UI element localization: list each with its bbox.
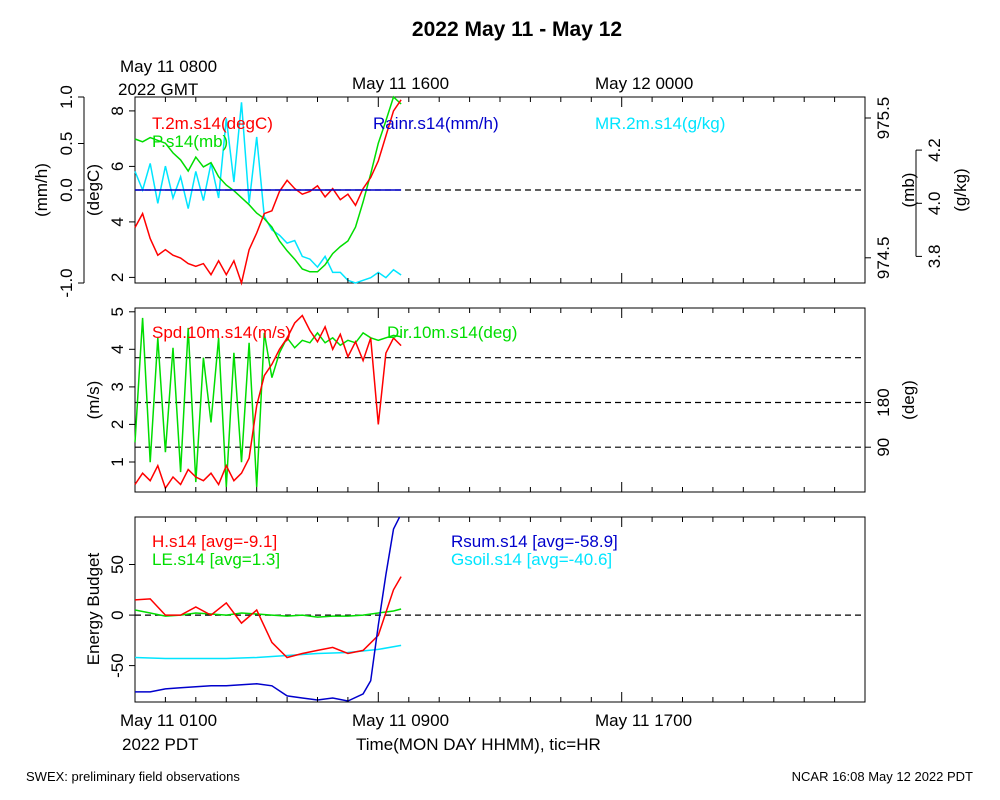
bottom-axis-tick-label-1: May 11 0900 xyxy=(352,711,449,730)
rain-axis-tick-label: 0.0 xyxy=(57,178,76,202)
pressure-line xyxy=(134,95,402,273)
top-axis-tick-label-2: May 12 0000 xyxy=(595,74,693,93)
temperature-axis-tick-label: 4 xyxy=(108,217,127,226)
legend-rain-rate: Rainr.s14(mm/h) xyxy=(373,114,499,133)
legend-pressure: P.s14(mb) xyxy=(152,132,228,151)
wind-direction-axis-tick-label: 180 xyxy=(874,388,893,416)
panel-temperature-pressure-rain-mr: -1.0 0.0 0.5 1.0 2 4 6 8 974.5 975.5 3.8 4.0 4.2 (mm/… xyxy=(32,85,970,297)
mixing-ratio-axis-tick-label: 3.8 xyxy=(925,245,944,269)
legend-wind-speed: Spd.10m.s14(m/s) xyxy=(152,323,291,342)
wind-speed-line xyxy=(134,314,402,490)
top-axis-first-tick-line1: May 11 0800 xyxy=(120,57,217,76)
x-axis-title: Time(MON DAY HHMM), tic=HR xyxy=(356,735,601,754)
temperature-axis-tick-label: 2 xyxy=(108,273,127,282)
bottom-axis-tick-label-2: May 11 1700 xyxy=(595,711,692,730)
legend-soil-heat: Gsoil.s14 [avg=-40.6] xyxy=(451,550,612,569)
wind-speed-axis-tick-label: 5 xyxy=(108,307,127,316)
energy-axis-tick-label: -50 xyxy=(108,653,127,678)
mixing-ratio-axis-label: (g/kg) xyxy=(951,168,970,211)
radiation-sum-line xyxy=(135,517,401,702)
top-time-axis: May 11 0800 2022 GMT May 11 1600 May 12 … xyxy=(118,57,693,99)
wind-speed-axis-tick-label: 1 xyxy=(108,457,127,466)
middle-reference-lines xyxy=(135,357,865,448)
pressure-axis-tick-label: 975.5 xyxy=(874,97,893,140)
rain-axis-tick-label: 0.5 xyxy=(57,132,76,156)
mixing-ratio-axis-tick-label: 4.2 xyxy=(925,138,944,162)
top-axes: -1.0 0.0 0.5 1.0 2 4 6 8 974.5 975.5 3.8 4.0 4.2 (mm/… xyxy=(32,85,970,297)
energy-axis-tick-label: 0 xyxy=(108,610,127,619)
bottom-axis-first-tick-line2: 2022 PDT xyxy=(122,735,199,754)
footer-right: NCAR 16:08 May 12 2022 PDT xyxy=(792,769,973,784)
bottom-axes: -50 0 50 Energy Budget xyxy=(84,552,135,678)
wind-speed-axis-tick-label: 3 xyxy=(108,382,127,391)
bottom-axis-first-tick-line1: May 11 0100 xyxy=(120,711,217,730)
energy-axis-tick-label: 50 xyxy=(108,555,127,574)
time-tick-marks xyxy=(164,97,836,702)
pressure-axis-label: (mb) xyxy=(899,173,918,208)
rain-axis-tick-label: -1.0 xyxy=(57,268,76,297)
rain-axis-label: (mm/h) xyxy=(32,163,51,217)
middle-series-lines xyxy=(134,314,402,490)
pressure-axis-tick-label: 974.5 xyxy=(874,237,893,280)
wind-speed-axis-tick-label: 4 xyxy=(108,345,127,354)
wind-direction-line xyxy=(134,317,402,488)
energy-axis-label: Energy Budget xyxy=(84,552,103,665)
temperature-line xyxy=(134,99,402,286)
wind-direction-axis-tick-label: 90 xyxy=(874,438,893,457)
chart-title: 2022 May 11 - May 12 xyxy=(412,18,622,41)
wind-direction-axis-label: (deg) xyxy=(899,380,918,420)
legend-sensible-heat: H.s14 [avg=-9.1] xyxy=(152,532,277,551)
footer-left: SWEX: preliminary field observations xyxy=(26,769,240,784)
top-series-lines xyxy=(134,95,402,286)
wind-speed-axis-tick-label: 2 xyxy=(108,420,127,429)
rain-axis-tick-label: 1.0 xyxy=(57,85,76,109)
sensible-heat-line xyxy=(135,576,402,659)
bottom-time-axis: May 11 0100 2022 PDT May 11 0900 May 11 … xyxy=(120,711,692,754)
mixing-ratio-axis-tick-label: 4.0 xyxy=(925,191,944,215)
top-axis-tick-label-1: May 11 1600 xyxy=(352,74,449,93)
panel-energy-budget: -50 0 50 Energy Budget H.s14 [avg=-9.1] LE.… xyxy=(84,516,866,703)
legend-wind-direction: Dir.10m.s14(deg) xyxy=(387,323,517,342)
bottom-series-lines xyxy=(135,517,402,702)
top-axis-first-tick-line2: 2022 GMT xyxy=(118,80,198,99)
legend-mixing-ratio: MR.2m.s14(g/kg) xyxy=(595,114,725,133)
temperature-axis-label: (degC) xyxy=(84,164,103,216)
wind-speed-axis-label: (m/s) xyxy=(84,381,103,420)
legend-temperature: T.2m.s14(degC) xyxy=(152,114,273,133)
temperature-axis-tick-label: 6 xyxy=(108,162,127,171)
temperature-axis-tick-label: 8 xyxy=(108,106,127,115)
panel-wind: 1 2 3 4 5 90 180 (m/s) (deg) Spd.10m.s14(m/s) Di… xyxy=(84,307,918,493)
middle-axes: 1 2 3 4 5 90 180 (m/s) (deg) xyxy=(84,307,918,467)
legend-radiation-sum: Rsum.s14 [avg=-58.9] xyxy=(451,532,618,551)
legend-latent-heat: LE.s14 [avg=1.3] xyxy=(152,550,280,569)
